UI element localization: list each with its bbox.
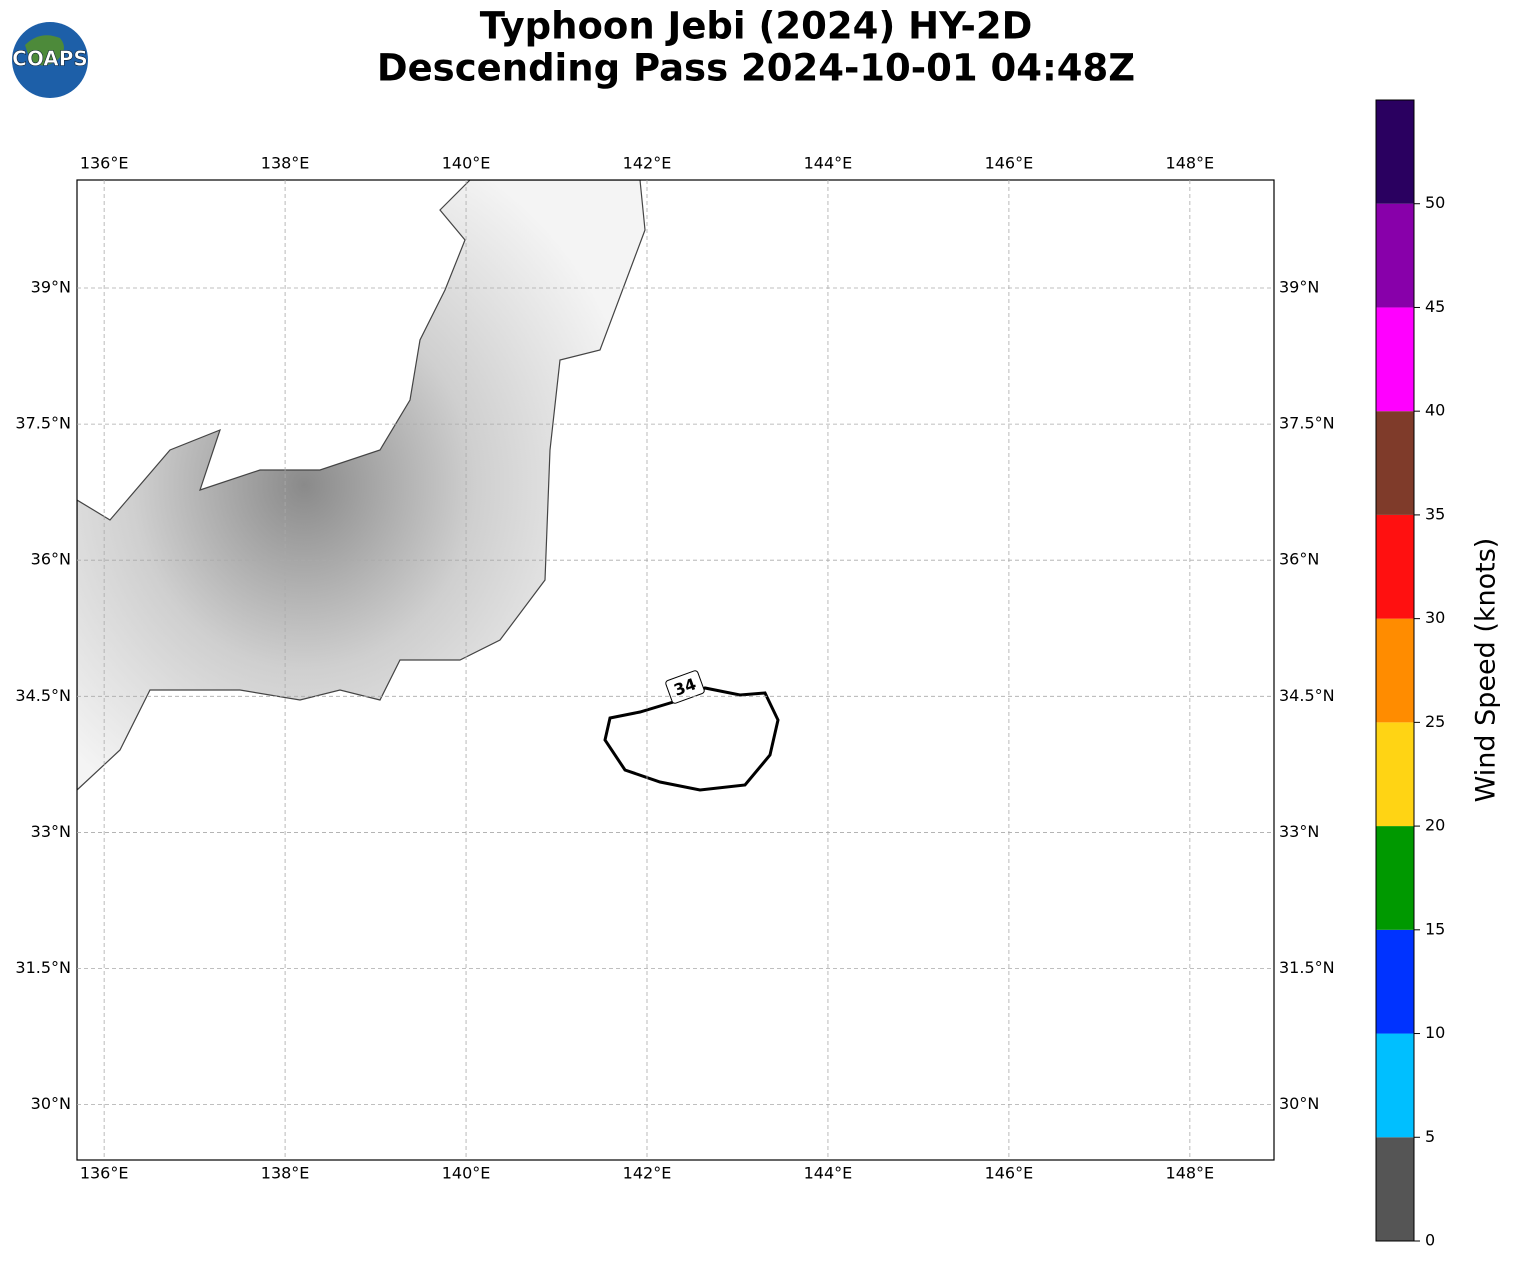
colorbar-segment — [1376, 1137, 1414, 1241]
colorbar-tick-label: 40 — [1425, 401, 1445, 420]
colorbar-label: Wind Speed (knots) — [1471, 538, 1502, 803]
chart-title: Typhoon Jebi (2024) HY-2D — [480, 5, 1033, 48]
x-tick-label-top: 140°E — [442, 154, 491, 173]
colorbar-segment — [1376, 618, 1414, 723]
colorbar-tick-label: 20 — [1425, 816, 1445, 835]
y-tick-label-left: 39°N — [31, 277, 71, 296]
colorbar-tick-label: 30 — [1425, 608, 1445, 627]
colorbar-tick-label: 50 — [1425, 193, 1445, 212]
y-tick-label-left: 37.5°N — [15, 414, 71, 433]
colorbar-frame — [1375, 99, 1415, 1242]
colorbar-tick-label: 15 — [1425, 919, 1445, 938]
colorbar-tick-label: 5 — [1425, 1127, 1435, 1146]
x-tick-label-top: 136°E — [80, 154, 129, 173]
x-tick-label-bottom: 138°E — [261, 1164, 310, 1183]
y-tick-label-right: 36°N — [1279, 550, 1319, 569]
y-tick-label-left: 34.5°N — [15, 686, 71, 705]
x-tick-label-bottom: 146°E — [985, 1164, 1034, 1183]
logo: COAPS — [12, 22, 88, 98]
colorbar-tick-label: 25 — [1425, 712, 1445, 731]
colorbar-segment — [1376, 826, 1414, 930]
colorbar-segment — [1376, 203, 1414, 308]
colorbar-segment — [1376, 100, 1414, 204]
x-tick-label-bottom: 148°E — [1166, 1164, 1215, 1183]
colorbar-segment — [1376, 514, 1414, 619]
y-tick-label-left: 31.5°N — [15, 958, 71, 977]
map-frame — [76, 179, 1275, 1161]
colorbar-segment — [1376, 411, 1414, 515]
x-tick-label-top: 148°E — [1166, 154, 1215, 173]
x-tick-label-top: 146°E — [985, 154, 1034, 173]
chart-subtitle: Descending Pass 2024-10-01 04:48Z — [377, 47, 1135, 90]
colorbar-tick-label: 35 — [1425, 504, 1445, 523]
x-tick-label-top: 138°E — [261, 154, 310, 173]
y-tick-label-right: 34.5°N — [1279, 686, 1335, 705]
colorbar-segment — [1376, 1033, 1414, 1138]
y-tick-label-right: 31.5°N — [1279, 958, 1335, 977]
y-tick-label-right: 30°N — [1279, 1094, 1319, 1113]
y-tick-label-right: 37.5°N — [1279, 414, 1335, 433]
colorbar-tick-label: 0 — [1425, 1231, 1435, 1250]
wind-34kt-contour — [603, 686, 780, 792]
x-tick-label-bottom: 136°E — [80, 1164, 129, 1183]
colorbar-segment — [1376, 722, 1414, 827]
colorbar-segment — [1376, 929, 1414, 1034]
y-tick-label-right: 39°N — [1279, 277, 1319, 296]
contour-label-box: 34 — [665, 670, 705, 704]
x-tick-label-bottom: 140°E — [442, 1164, 491, 1183]
colorbar-segment — [1376, 307, 1414, 412]
y-tick-label-left: 36°N — [31, 550, 71, 569]
colorbar-tick-label: 10 — [1425, 1023, 1445, 1042]
y-tick-label-left: 33°N — [31, 822, 71, 841]
logo-text: COAPS — [12, 47, 88, 71]
x-tick-label-top: 144°E — [804, 154, 853, 173]
x-tick-label-top: 142°E — [623, 154, 672, 173]
x-tick-label-bottom: 144°E — [804, 1164, 853, 1183]
y-tick-label-right: 33°N — [1279, 822, 1319, 841]
x-tick-label-bottom: 142°E — [623, 1164, 672, 1183]
y-tick-label-left: 30°N — [31, 1094, 71, 1113]
colorbar-tick-label: 45 — [1425, 297, 1445, 316]
land — [77, 180, 646, 791]
